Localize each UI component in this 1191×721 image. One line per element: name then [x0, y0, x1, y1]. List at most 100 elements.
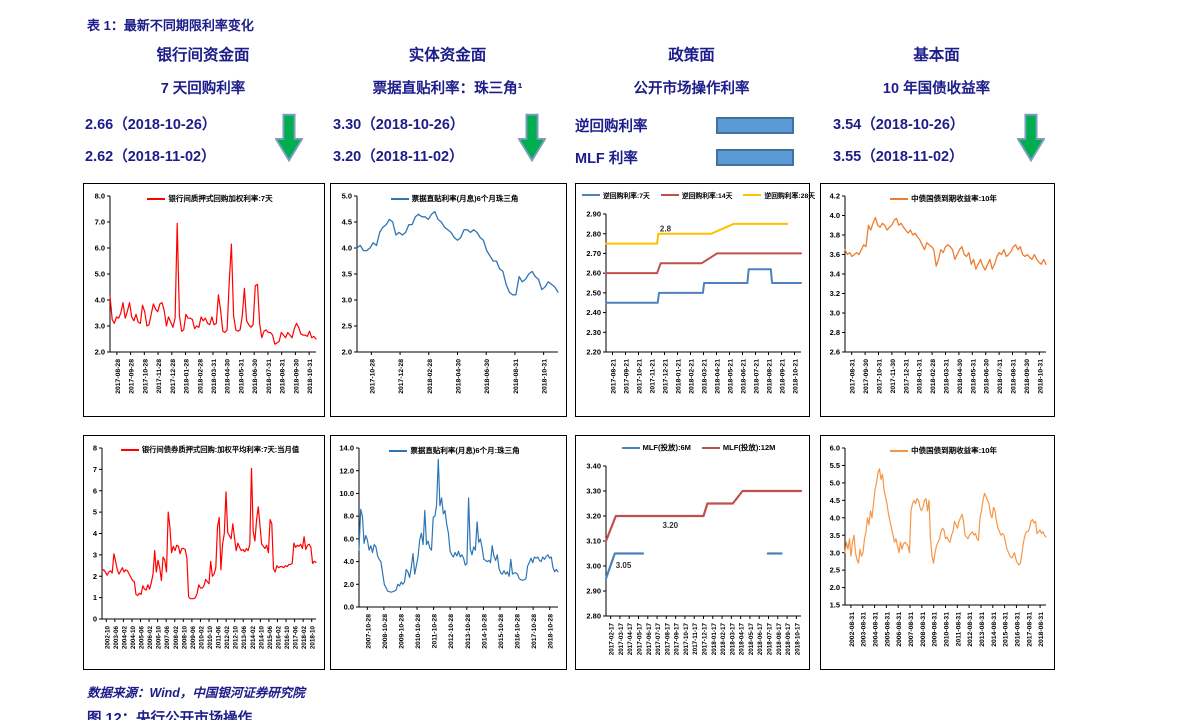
- svg-text:2017-12-28: 2017-12-28: [398, 359, 405, 394]
- svg-text:3.0: 3.0: [830, 309, 840, 318]
- svg-text:2013-06: 2013-06: [241, 626, 248, 650]
- svg-text:2018-05-31: 2018-05-31: [238, 359, 245, 394]
- svg-text:2008-02: 2008-02: [173, 626, 180, 650]
- svg-text:2017-05-17: 2017-05-17: [637, 623, 644, 656]
- svg-text:2017-08-31: 2017-08-31: [850, 359, 857, 394]
- svg-text:2007-10-28: 2007-10-28: [365, 614, 372, 649]
- svg-text:2016-10: 2016-10: [284, 626, 291, 650]
- svg-text:2003-06: 2003-06: [113, 626, 120, 650]
- svg-text:3.5: 3.5: [342, 270, 352, 279]
- svg-text:2.5: 2.5: [830, 566, 840, 575]
- svg-text:2017-09-30: 2017-09-30: [863, 359, 870, 394]
- rate-value: 3.54（2018-10-26）: [833, 117, 965, 133]
- svg-text:2.90: 2.90: [586, 587, 601, 596]
- svg-text:2.30: 2.30: [586, 328, 601, 337]
- svg-text:2018-07-31: 2018-07-31: [266, 359, 273, 394]
- svg-text:4.5: 4.5: [342, 218, 352, 227]
- svg-text:4.0: 4.0: [95, 296, 105, 305]
- svg-text:2018-01-28: 2018-01-28: [184, 359, 191, 394]
- svg-text:2018-05-21: 2018-05-21: [728, 359, 735, 394]
- svg-text:2018-07-17: 2018-07-17: [767, 623, 774, 656]
- svg-text:2.50: 2.50: [586, 288, 601, 297]
- svg-text:8.0: 8.0: [95, 192, 105, 201]
- rate-value: 3.30（2018-10-26）: [333, 117, 465, 133]
- svg-text:4: 4: [93, 529, 98, 538]
- svg-text:2015-06: 2015-06: [267, 626, 274, 650]
- svg-text:2011-06: 2011-06: [216, 626, 223, 649]
- svg-text:4.0: 4.0: [344, 557, 354, 566]
- svg-text:2006-08-31: 2006-08-31: [896, 612, 903, 647]
- svg-text:0.0: 0.0: [344, 603, 354, 612]
- svg-text:3.05: 3.05: [616, 561, 632, 570]
- svg-text:2018-09-30: 2018-09-30: [293, 359, 300, 394]
- clipped-next-caption: 图 12：央行公开市场操作: [87, 711, 253, 720]
- svg-text:2018-02-21: 2018-02-21: [689, 359, 696, 394]
- svg-text:2017-08-28: 2017-08-28: [115, 359, 122, 394]
- svg-text:2010-08-31: 2010-08-31: [944, 612, 951, 647]
- down-arrow-icon: [275, 113, 303, 163]
- summary-col-interbank: 银行间资金面 7 天回购利率 2.66（2018-10-26） 2.62（201…: [83, 46, 323, 173]
- svg-text:2018-03-21: 2018-03-21: [702, 359, 709, 394]
- svg-text:2003-08-31: 2003-08-31: [861, 612, 868, 647]
- svg-text:4.0: 4.0: [830, 211, 840, 220]
- svg-text:0: 0: [93, 615, 97, 624]
- svg-text:2018-04-30: 2018-04-30: [225, 359, 232, 394]
- svg-text:2017-11-30: 2017-11-30: [890, 359, 897, 394]
- svg-text:3.4: 3.4: [830, 270, 841, 279]
- svg-text:2018-02-28: 2018-02-28: [197, 359, 204, 394]
- svg-text:2017-09-28: 2017-09-28: [129, 359, 136, 394]
- svg-text:2018-07-31: 2018-07-31: [997, 359, 1004, 394]
- svg-text:2014-08-31: 2014-08-31: [991, 612, 998, 647]
- svg-text:3.30: 3.30: [586, 487, 601, 496]
- chart-reverse-repo-rates: 2.20 2.30 2.40 2.50 2.60 2.70 2.80 2.90 2017-08-…: [575, 183, 815, 417]
- svg-text:2018-04-30: 2018-04-30: [957, 359, 964, 394]
- svg-text:2018-09-17: 2018-09-17: [785, 623, 792, 656]
- svg-text:2017-08-21: 2017-08-21: [611, 359, 618, 394]
- svg-text:2018-04-17: 2018-04-17: [739, 623, 746, 656]
- svg-text:2018-09-21: 2018-09-21: [780, 359, 787, 394]
- svg-text:2017-04-17: 2017-04-17: [627, 623, 634, 656]
- svg-text:2017-12-28: 2017-12-28: [170, 359, 177, 394]
- summary-col-fundamentals: 基本面 10 年国债收益率 3.54（2018-10-26） 3.55（2018…: [820, 46, 1053, 173]
- svg-text:2018-10-21: 2018-10-21: [793, 359, 800, 394]
- chart-canvas: 2.0 3.0 4.0 5.0 6.0 7.0 8.0 2017-08-28 2017-09-2…: [95, 192, 317, 394]
- chart-interbank-pledged-repo-7d: 2.0 3.0 4.0 5.0 6.0 7.0 8.0 2017-08-28 2017-09-2…: [83, 183, 325, 417]
- svg-text:2008-10-28: 2008-10-28: [382, 614, 389, 649]
- chart-canvas: 0.0 2.0 4.0 6.0 8.0 10.0 12.0 14.0 2007-10-28 200…: [339, 444, 559, 649]
- svg-text:5.0: 5.0: [95, 270, 105, 279]
- svg-text:2008-10: 2008-10: [181, 626, 188, 650]
- svg-text:2011-08-31: 2011-08-31: [955, 612, 962, 647]
- svg-text:3.6: 3.6: [830, 250, 840, 259]
- group-header: 基本面: [913, 47, 960, 64]
- svg-text:2018-01-17: 2018-01-17: [711, 623, 718, 656]
- svg-text:2017-10-17: 2017-10-17: [683, 623, 690, 656]
- svg-text:2.0: 2.0: [342, 348, 352, 357]
- svg-text:4.2: 4.2: [830, 192, 840, 201]
- svg-text:2013-08-31: 2013-08-31: [979, 612, 986, 647]
- svg-text:14.0: 14.0: [339, 444, 354, 453]
- svg-text:2.0: 2.0: [830, 583, 840, 592]
- svg-text:2011-10-28: 2011-10-28: [432, 614, 439, 649]
- svg-text:2018-04-30: 2018-04-30: [456, 359, 463, 394]
- svg-text:10.0: 10.0: [339, 489, 354, 498]
- down-arrow-icon: [518, 113, 546, 163]
- svg-text:2.90: 2.90: [586, 210, 601, 219]
- svg-text:2018-08-31: 2018-08-31: [1038, 612, 1045, 647]
- svg-text:2018-10-28: 2018-10-28: [548, 614, 555, 649]
- svg-text:2017-11-21: 2017-11-21: [650, 359, 657, 394]
- svg-text:2018-10-31: 2018-10-31: [307, 359, 314, 394]
- svg-text:2017-12-17: 2017-12-17: [702, 623, 709, 656]
- svg-text:2018-06-21: 2018-06-21: [741, 359, 748, 394]
- svg-text:2.70: 2.70: [586, 249, 601, 258]
- svg-text:2018-06-30: 2018-06-30: [252, 359, 259, 394]
- svg-text:2018-01-21: 2018-01-21: [676, 359, 683, 394]
- svg-text:2008-08-31: 2008-08-31: [920, 612, 927, 647]
- svg-text:5.0: 5.0: [830, 478, 840, 487]
- svg-text:1.5: 1.5: [830, 601, 840, 610]
- svg-text:2010-02: 2010-02: [198, 626, 205, 650]
- chart-canvas: 2.0 2.5 3.0 3.5 4.0 4.5 5.0 2017-10-28 2017-12-2…: [342, 192, 559, 394]
- svg-text:5.0: 5.0: [342, 192, 352, 201]
- svg-text:2017-10-31: 2017-10-31: [877, 359, 884, 394]
- svg-text:2012-08-31: 2012-08-31: [967, 612, 974, 647]
- table-title: 表 1：最新不同期限利率变化: [87, 18, 254, 33]
